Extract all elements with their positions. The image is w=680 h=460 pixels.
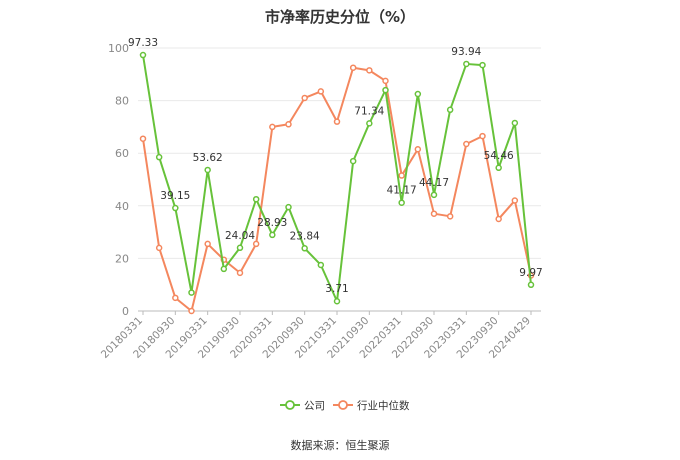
- company-series-line: [142, 54, 532, 303]
- industry-median-point: [285, 121, 292, 128]
- industry-median-point: [446, 213, 454, 220]
- industry-median-series-line: [142, 66, 532, 312]
- company-point: [511, 119, 519, 127]
- company-point: [204, 166, 211, 174]
- company-point: [349, 157, 357, 165]
- source-note: 数据来源：恒生聚源: [290, 439, 390, 452]
- company-point: [479, 61, 486, 69]
- industry-median-point: [511, 197, 519, 204]
- company-point: [155, 153, 163, 161]
- industry-median-point: [398, 172, 405, 179]
- legend-marker: [285, 400, 295, 410]
- industry-median-point: [269, 123, 276, 131]
- company-point: [317, 261, 325, 269]
- industry-median-point: [317, 88, 325, 95]
- industry-median-point: [139, 135, 147, 142]
- data-label: 41.17: [387, 185, 417, 197]
- data-label: 9.97: [519, 267, 542, 279]
- industry-median-point: [188, 307, 195, 315]
- y-tick-label: 80: [115, 95, 129, 108]
- legend-item-industry-median[interactable]: 行业中位数: [357, 399, 410, 412]
- industry-median-point: [172, 294, 179, 302]
- legend-marker: [338, 400, 348, 410]
- industry-median-point: [495, 215, 502, 223]
- company-point: [172, 204, 179, 212]
- data-label: 71.34: [354, 105, 384, 117]
- company-point: [333, 297, 341, 305]
- series-lines: [139, 51, 535, 315]
- industry-median-point: [333, 118, 341, 125]
- industry-median-point: [349, 64, 357, 71]
- data-label: 93.94: [451, 46, 481, 58]
- industry-median-point: [430, 210, 438, 217]
- y-tick-label: 40: [115, 200, 129, 213]
- industry-median-point: [463, 140, 470, 148]
- data-label: 53.62: [193, 152, 223, 164]
- data-label: 24.04: [225, 230, 255, 242]
- data-label: 39.15: [160, 190, 190, 202]
- industry-median-point: [366, 67, 373, 74]
- company-point: [463, 60, 470, 68]
- company-point: [285, 203, 292, 211]
- data-label: 54.46: [484, 150, 514, 162]
- company-point: [398, 199, 405, 206]
- company-point: [366, 120, 373, 127]
- data-label: 97.33: [128, 37, 158, 49]
- company-point: [301, 245, 308, 252]
- industry-median-point: [155, 244, 163, 252]
- industry-median-point: [236, 269, 244, 277]
- industry-median-point: [252, 240, 260, 248]
- company-point: [220, 265, 228, 273]
- company-point: [188, 289, 195, 296]
- company-point: [446, 106, 454, 114]
- data-label: 44.17: [419, 177, 449, 189]
- company-point: [139, 51, 147, 59]
- data-label: 28.93: [257, 217, 287, 229]
- company-point: [269, 231, 276, 239]
- industry-median-point: [301, 94, 308, 102]
- y-tick-label: 0: [122, 305, 129, 318]
- industry-median-point: [414, 146, 422, 153]
- chart-title: 市净率历史分位（%）: [264, 8, 416, 26]
- legend-item-company[interactable]: 公司: [304, 400, 325, 412]
- industry-median-point: [382, 77, 389, 85]
- company-point: [414, 90, 422, 98]
- industry-median-point: [479, 132, 486, 140]
- company-point: [430, 191, 438, 199]
- company-point: [495, 164, 502, 172]
- data-label: 3.71: [325, 283, 348, 295]
- legend[interactable]: 公司 行业中位数: [280, 399, 410, 412]
- company-point: [382, 86, 389, 94]
- industry-median-point: [204, 240, 211, 248]
- y-tick-label: 100: [108, 42, 129, 55]
- y-tick-label: 20: [115, 252, 129, 265]
- company-point: [527, 281, 535, 289]
- grid-lines: [138, 47, 541, 312]
- data-label: 23.84: [290, 230, 320, 242]
- y-tick-label: 60: [115, 147, 129, 160]
- company-point: [236, 244, 244, 252]
- company-point: [252, 195, 260, 203]
